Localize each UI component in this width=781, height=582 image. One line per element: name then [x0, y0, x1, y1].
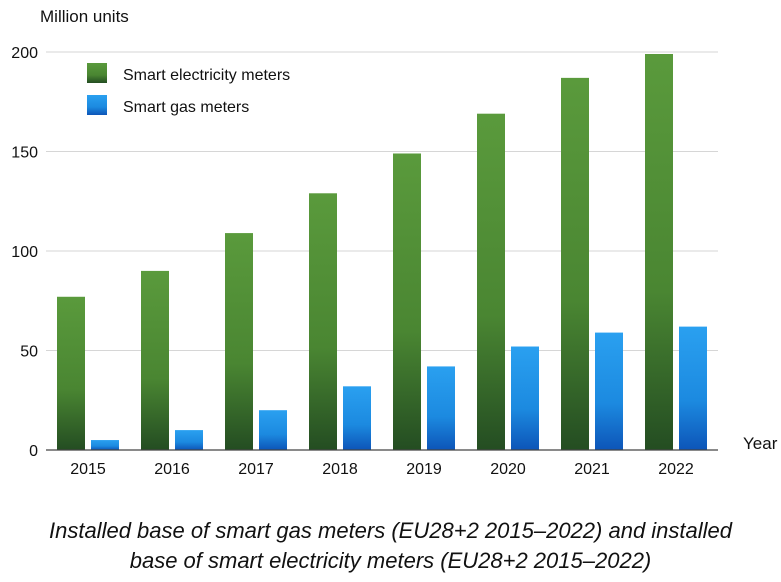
bar-electricity-2016 — [141, 270, 169, 450]
bar-electricity-2017 — [225, 233, 253, 450]
caption-line-1: Installed base of smart gas meters (EU28… — [48, 518, 733, 543]
y-tick-label: 50 — [20, 344, 38, 361]
y-axis-label: Million units — [40, 7, 129, 26]
bar-electricity-2015 — [57, 296, 85, 450]
x-tick-label: 2018 — [322, 461, 358, 478]
bar-gas-2017 — [259, 410, 287, 450]
x-axis-label: Year — [743, 434, 778, 453]
caption-line-2: base of smart electricity meters (EU28+2… — [129, 548, 652, 573]
x-tick-label: 2020 — [490, 461, 526, 478]
x-tick-label: 2015 — [70, 461, 106, 478]
bar-electricity-2022 — [645, 53, 673, 451]
bar-gas-2022 — [679, 326, 707, 450]
y-tick-label: 100 — [11, 244, 38, 261]
x-tick-label: 2021 — [574, 461, 610, 478]
bar-chart: Million units Year 0 50 100 150 200 2015 2016… — [11, 7, 778, 478]
figure-caption: Installed base of smart gas meters (EU28… — [0, 516, 781, 576]
bar-electricity-2018 — [309, 193, 337, 451]
bar-gas-2015 — [91, 440, 119, 450]
x-tick-labels: 2015 2016 2017 2018 2019 2020 2021 2022 — [70, 461, 694, 478]
bar-electricity-2020 — [477, 113, 505, 450]
bar-gas-2016 — [175, 430, 203, 450]
x-tick-label: 2022 — [658, 461, 694, 478]
legend-label-gas: Smart gas meters — [123, 99, 249, 116]
bar-gas-2021 — [595, 332, 623, 450]
bar-electricity-2019 — [393, 153, 421, 451]
x-tick-label: 2017 — [238, 461, 274, 478]
legend-swatch-electricity — [87, 63, 107, 83]
x-tick-label: 2016 — [154, 461, 190, 478]
bar-electricity-2021 — [561, 77, 589, 451]
legend: Smart electricity meters Smart gas meter… — [87, 63, 290, 116]
bar-gas-2019 — [427, 366, 455, 450]
bar-gas-2020 — [511, 346, 539, 450]
y-tick-label: 0 — [29, 443, 38, 460]
y-tick-labels: 0 50 100 150 200 — [11, 45, 38, 460]
bars — [57, 53, 707, 451]
y-tick-label: 200 — [11, 45, 38, 62]
y-tick-label: 150 — [11, 145, 38, 162]
bar-gas-2018 — [343, 386, 371, 450]
x-tick-label: 2019 — [406, 461, 442, 478]
legend-label-electricity: Smart electricity meters — [123, 67, 290, 84]
legend-swatch-gas — [87, 95, 107, 115]
